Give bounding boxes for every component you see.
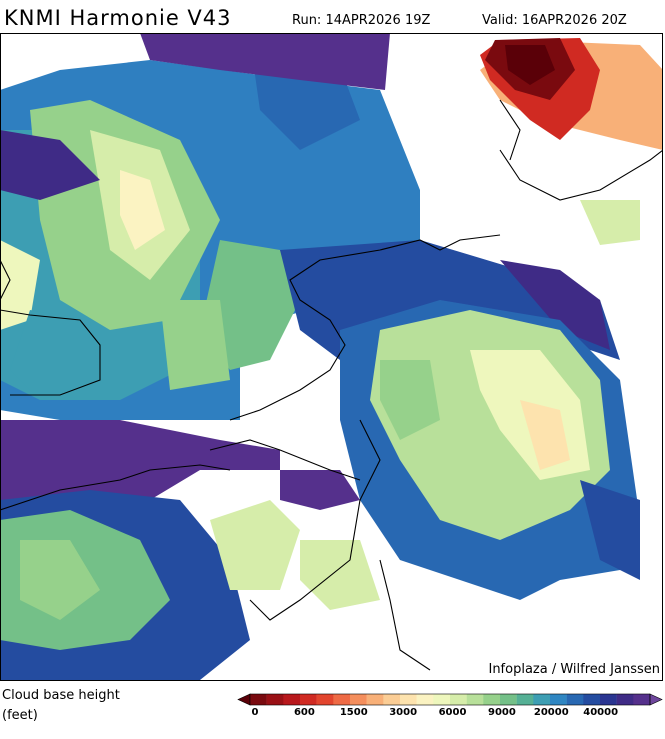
colorbar-swatch	[616, 694, 634, 705]
colorbar-swatch	[416, 694, 434, 705]
colorbar-label: 600	[294, 707, 315, 718]
colorbar-label: 3000	[389, 707, 417, 718]
colorbar-swatch	[300, 694, 317, 705]
colorbar-swatch	[283, 694, 301, 705]
colorbar-swatch	[500, 694, 517, 705]
colorbar-swatch	[566, 694, 584, 705]
colorbar-swatch	[533, 694, 551, 705]
valid-time: Valid: 16APR2026 20Z	[482, 13, 627, 28]
colorbar-frame	[249, 693, 651, 706]
colorbar-high-arrow	[649, 693, 663, 706]
legend-unit: (feet)	[2, 708, 38, 723]
colorbar-swatch	[316, 694, 334, 705]
colorbar: 0 600 1500 3000 6000 9000 20000 40000	[237, 693, 663, 718]
colorbar-label: 1500	[340, 707, 368, 718]
run-time: Run: 14APR2026 19Z	[292, 13, 431, 28]
colorbar-swatch	[483, 694, 501, 705]
colorbar-label: 9000	[488, 707, 516, 718]
colorbar-swatch	[366, 694, 384, 705]
map-title: KNMI Harmonie V43	[4, 6, 232, 30]
colorbar-label: 40000	[583, 707, 618, 718]
colorbar-swatch	[550, 694, 567, 705]
colorbar-low-arrow	[237, 693, 251, 706]
colorbar-swatch	[466, 694, 484, 705]
legend-title: Cloud base height	[2, 688, 120, 703]
colorbar-swatch	[633, 694, 651, 705]
map-field	[0, 33, 663, 681]
colorbar-label: 0	[252, 707, 259, 718]
colorbar-swatch	[333, 694, 351, 705]
colorbar-swatch	[400, 694, 417, 705]
colorbar-swatch	[516, 694, 534, 705]
colorbar-label: 6000	[439, 707, 467, 718]
colorbar-swatch	[266, 694, 284, 705]
colorbar-swatch	[350, 694, 367, 705]
colorbar-label: 20000	[534, 707, 569, 718]
colorbar-swatch	[250, 694, 267, 705]
colorbar-swatch	[600, 694, 617, 705]
colorbar-swatch	[450, 694, 467, 705]
colorbar-swatch	[433, 694, 451, 705]
credit: Infoplaza / Wilfred Janssen	[488, 662, 660, 677]
colorbar-swatch	[583, 694, 601, 705]
colorbar-swatch	[383, 694, 401, 705]
